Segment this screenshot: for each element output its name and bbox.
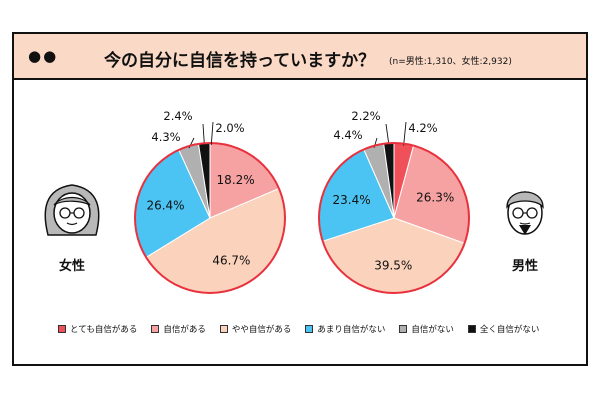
slice-label: 2.2% <box>351 109 380 123</box>
legend-label: 自信がない <box>411 325 454 335</box>
leader-line <box>385 123 390 146</box>
legend-swatch <box>219 325 228 333</box>
pie-chart-male: 4.2% 26.3% 39.5% 23.4% 4.4% 2.2% <box>318 109 470 294</box>
legend-label: あまり自信がない <box>317 325 386 335</box>
legend-label: やや自信がある <box>231 325 292 335</box>
leader-line <box>403 121 407 146</box>
leader-line <box>210 121 214 146</box>
pie-chart-female: 18.2% 46.7% 26.4% 4.3% 2.4% 2.0% <box>134 109 286 294</box>
legend-swatch <box>305 325 314 333</box>
slice-label: 26.3% <box>416 190 454 204</box>
male-avatar-icon <box>506 191 544 235</box>
legend-item: 自信がない <box>399 323 454 335</box>
legend-swatch <box>58 325 66 333</box>
legend-label: 全く自信がない <box>479 325 540 335</box>
leader-line <box>202 123 205 146</box>
slice-label: 18.2% <box>217 173 255 187</box>
legend-label: 自信がある <box>163 325 206 335</box>
legend-swatch <box>151 325 160 333</box>
female-label: 女性 <box>59 258 85 274</box>
legend-item: あまり自信がない <box>305 323 385 335</box>
legend-item: やや自信がある <box>219 323 292 335</box>
sample-size-note: (n=男性:1,310、女性:2,932) <box>389 57 512 67</box>
slice-label: 39.5% <box>374 258 412 272</box>
slice-label: 26.4% <box>146 198 184 212</box>
female-avatar-icon <box>44 184 100 236</box>
pie-outline <box>318 142 470 294</box>
slice-label: 4.3% <box>151 130 180 144</box>
legend-swatch <box>399 325 408 333</box>
pie-outline <box>134 142 286 294</box>
chart-title: 今の自分に自信を持っていますか？ <box>104 51 376 71</box>
slice-label: 23.4% <box>332 193 370 207</box>
slice-label: 2.0% <box>215 121 244 135</box>
slice-label: 4.4% <box>333 128 362 142</box>
legend-label: とても自信がある <box>70 325 138 335</box>
slice-label: 46.7% <box>212 253 250 267</box>
header-dots: ●● <box>28 47 59 65</box>
legend-swatch <box>467 325 476 333</box>
slice-label: 2.4% <box>163 109 192 123</box>
chart-frame: ●● 今の自分に自信を持っていますか？ (n=男性:1,310、女性:2,932… <box>12 32 588 366</box>
header-bar: ●● 今の自分に自信を持っていますか？ (n=男性:1,310、女性:2,932… <box>14 34 586 80</box>
legend-item: 自信がある <box>151 323 206 335</box>
male-label: 男性 <box>512 258 538 274</box>
legend: とても自信がある 自信がある やや自信がある あまり自信がない 自信がない 全く自信がない <box>58 323 539 335</box>
legend-item: とても自信がある <box>58 323 137 335</box>
legend-item: 全く自信がない <box>467 323 540 335</box>
slice-label: 4.2% <box>408 121 437 135</box>
